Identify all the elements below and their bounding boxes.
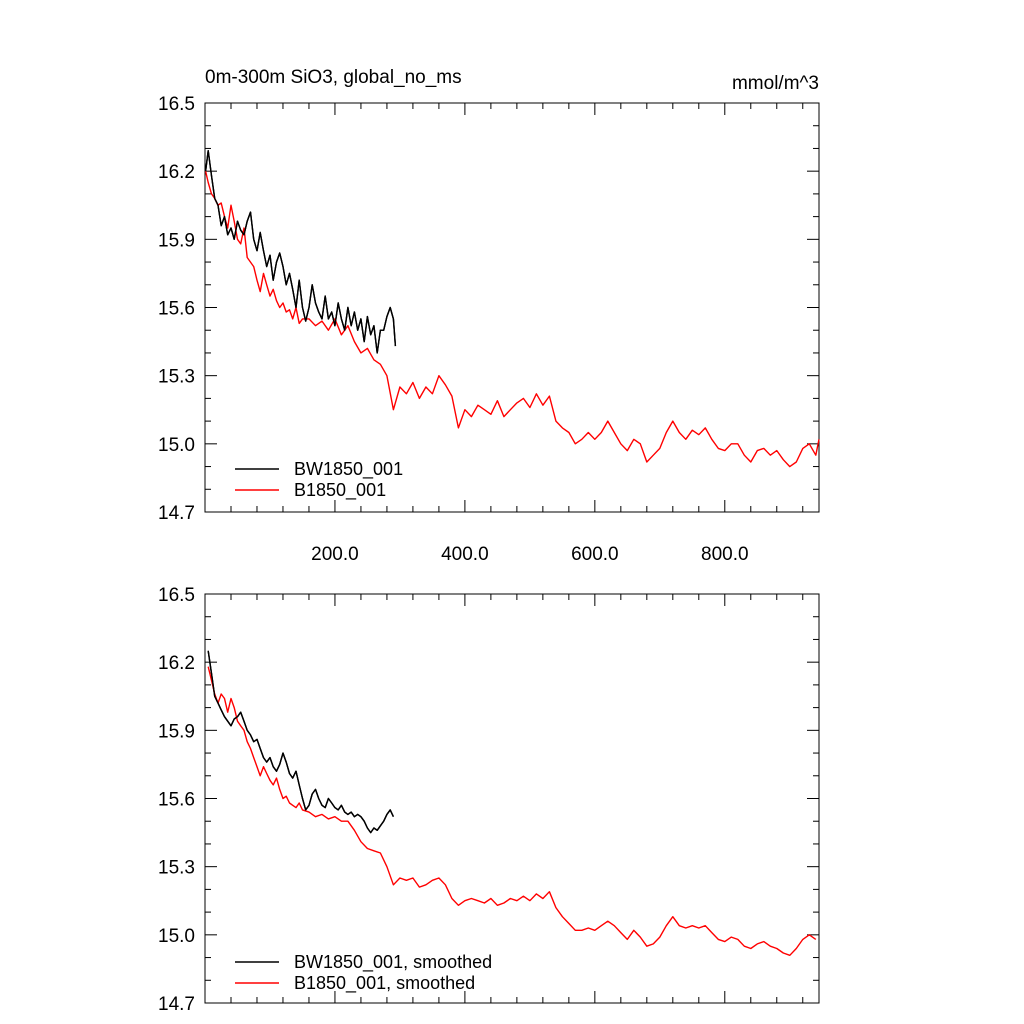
y-tick-label: 15.9 (158, 721, 195, 742)
y-tick-label: 15.3 (158, 367, 195, 388)
top-panel: 14.7 15.0 15.3 15.6 15.9 16.2 16.5 200.0 400.0 60… (158, 67, 820, 565)
y-tick-label: 15.9 (158, 230, 195, 251)
series-line-b1850 (204, 171, 820, 468)
x-tick-label: 200.0 (311, 544, 359, 565)
legend-label: B1850_001 (294, 480, 386, 501)
series-line-b1850 (207, 666, 817, 956)
x-tick-label: 400.0 (441, 544, 489, 565)
legend-label: B1850_001, smoothed (294, 973, 475, 994)
y-tick-label: 16.2 (158, 162, 195, 183)
x-tick-label: 600.0 (571, 544, 619, 565)
y-tick-label: 16.5 (158, 585, 195, 606)
y-tick-label: 15.6 (158, 299, 195, 320)
x-tick-label: 800.0 (701, 544, 749, 565)
legend-label: BW1850_001 (294, 459, 403, 480)
y-tick-label: 15.0 (158, 926, 195, 947)
chart-title: 0m-300m SiO3, global_no_ms (205, 67, 462, 88)
y-tick-label: 15.3 (158, 858, 195, 879)
units-label: mmol/m^3 (732, 73, 819, 94)
y-tick-label: 14.7 (158, 503, 195, 524)
series-line-bw1850-overlay (204, 150, 397, 354)
bottom-panel: 14.7 15.0 15.3 15.6 15.9 16.2 16.5 BW1850_001, … (158, 585, 820, 1015)
y-tick-label: 16.2 (158, 653, 195, 674)
series-line-bw1850-overlay (207, 650, 395, 834)
y-tick-label: 15.6 (158, 790, 195, 811)
legend-label: BW1850_001, smoothed (294, 952, 492, 973)
y-tick-label: 15.0 (158, 435, 195, 456)
y-tick-label: 14.7 (158, 994, 195, 1015)
y-tick-label: 16.5 (158, 94, 195, 115)
